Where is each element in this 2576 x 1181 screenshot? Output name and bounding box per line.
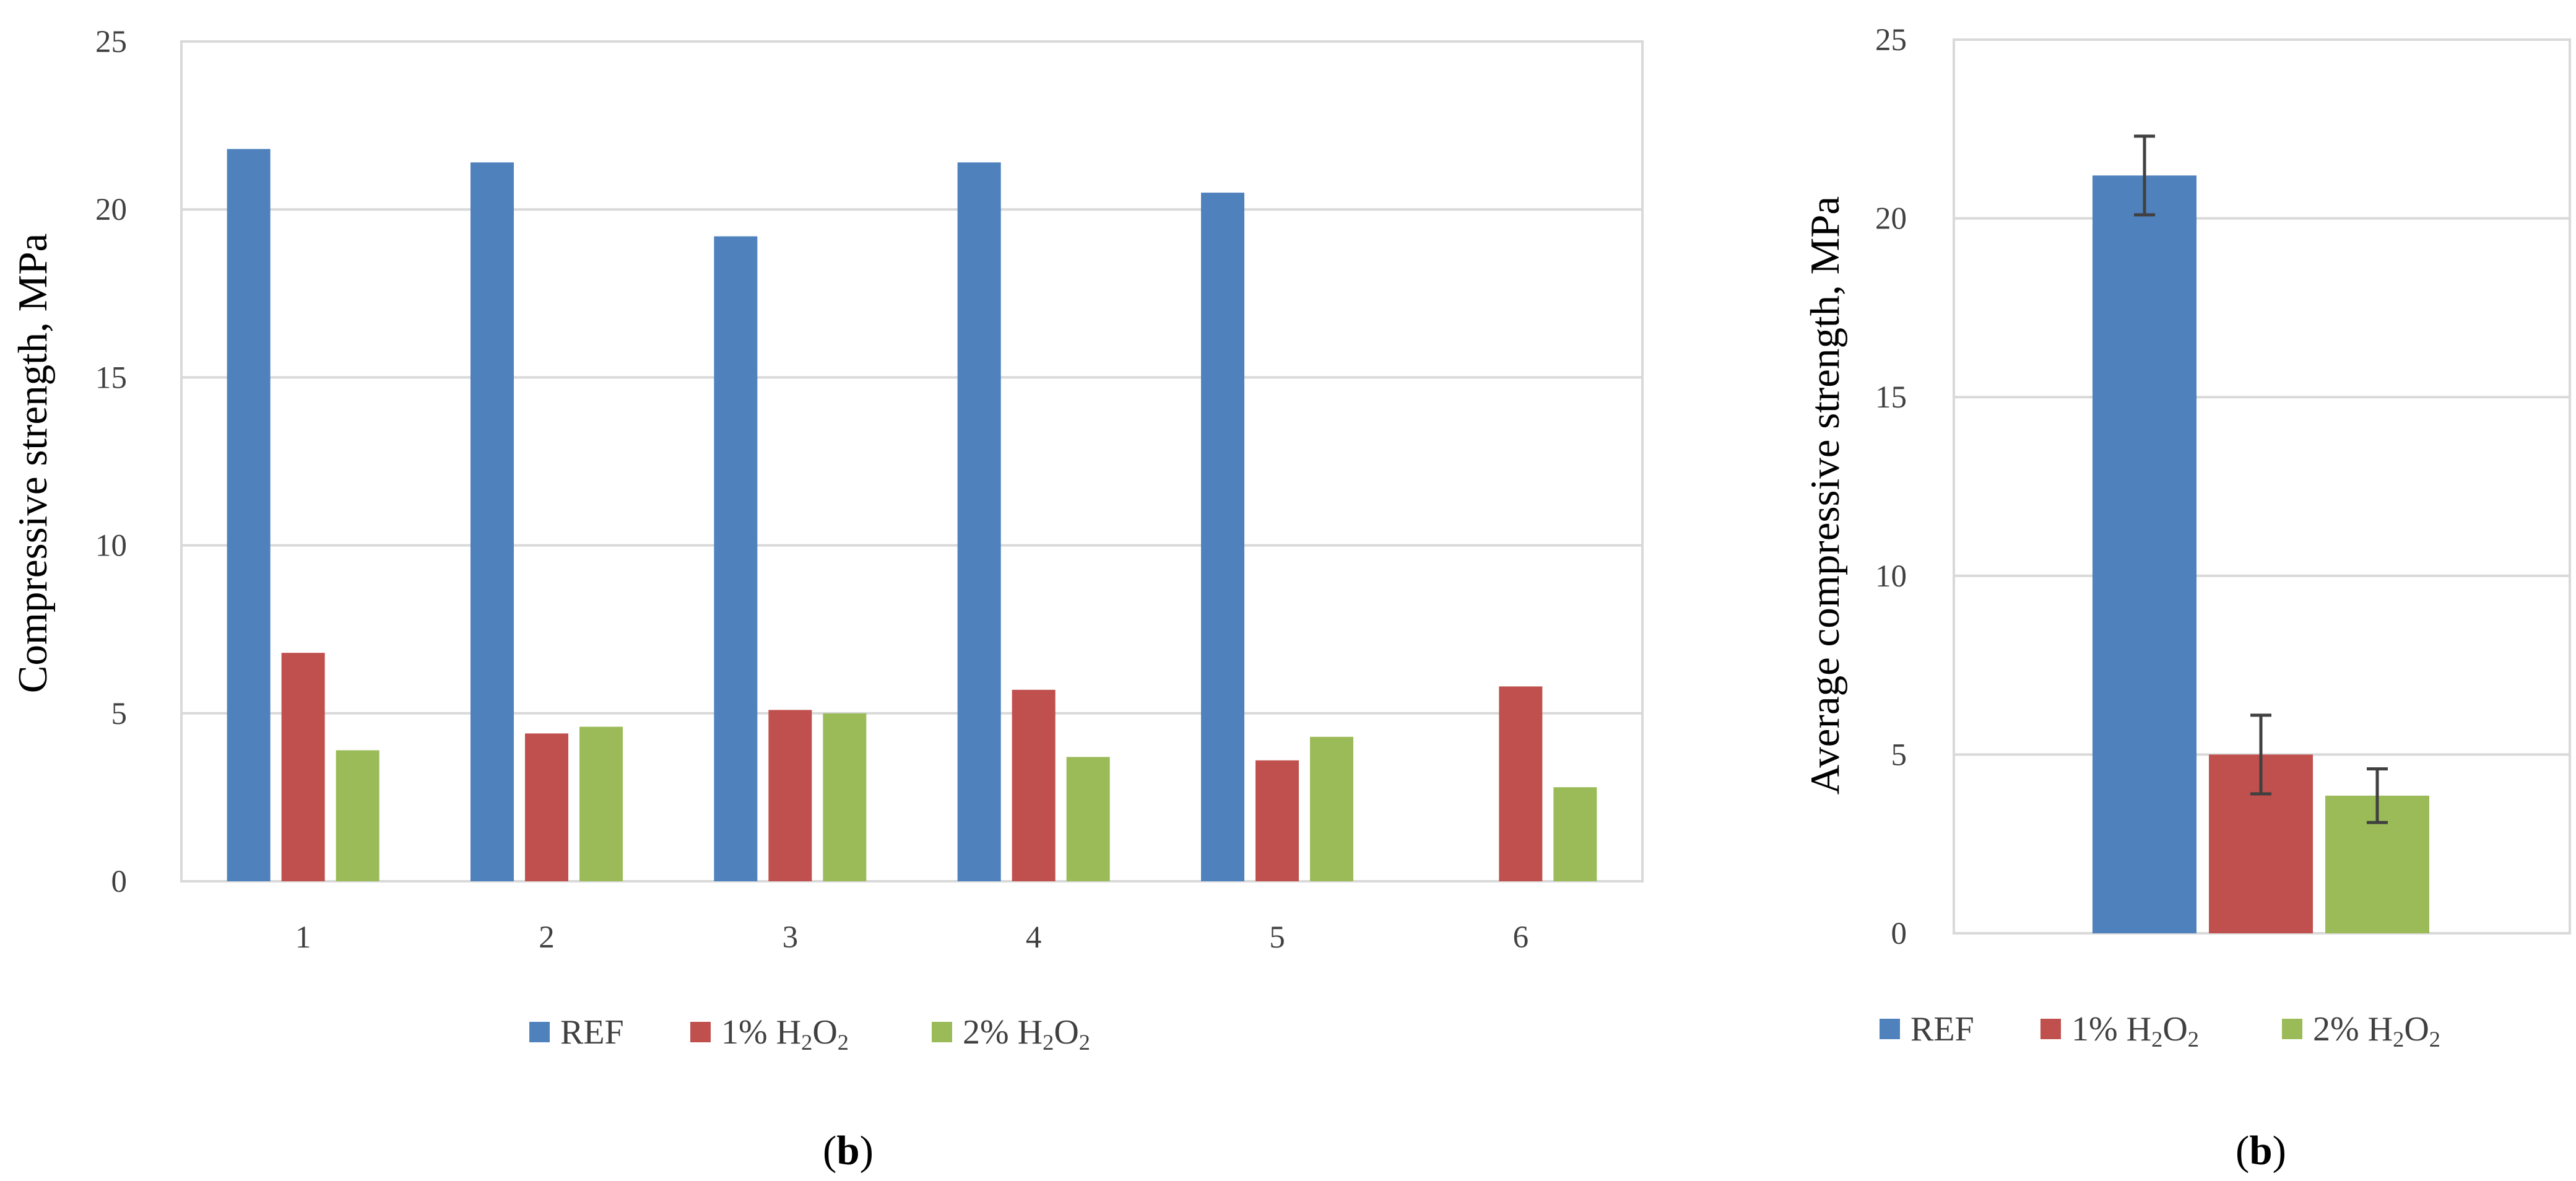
chart-b-panel-label: (b) [2236,1128,2286,1174]
x-tick-label: 3 [783,920,799,955]
x-tick-label: 2 [539,920,555,955]
legend-swatch [2040,1019,2061,1039]
bar-ref-4 [957,162,1001,881]
bar-1-h2o2-4 [1012,689,1056,881]
bar-ref-1 [227,149,271,881]
legend-label: 2% H2O2 [2313,1010,2440,1052]
chart-b-gridlines [1954,217,2570,756]
bar-ref-2 [471,162,514,881]
bar-2-h2o2-3 [823,713,867,881]
bar-2-h2o2-6 [1553,787,1597,881]
chart-b: 0 5 10 15 20 25 Average compressive strength,… [1802,23,2571,1174]
x-tick-label: 5 [1269,920,1285,955]
legend-label: REF [560,1013,624,1052]
legend-swatch [690,1022,711,1042]
chart-b-y-axis-title: Average compressive strength, MPa [1802,196,1848,795]
legend-swatch [2282,1019,2302,1039]
y-tick-label: 20 [1875,202,1907,237]
chart-a-panel-label: (b) [823,1128,874,1174]
y-tick-label: 25 [1875,23,1907,58]
y-tick-label: 10 [95,529,127,564]
bar-2-h2o2-1 [336,750,379,881]
bar-2-h2o2-4 [1066,757,1110,881]
bar-1-h2o2-3 [768,710,812,881]
chart-a-x-ticks: 1 2 3 4 5 6 [295,920,1529,955]
chart-a-y-ticks: 0 5 10 15 20 25 [95,25,127,899]
chart-a-bars [227,149,1597,882]
y-tick-label: 25 [95,25,127,59]
bar-1-h2o2-2 [525,733,568,881]
legend-label: 1% H2O2 [721,1013,849,1055]
chart-b-error-bars [2134,134,2388,824]
bar-ref-3 [714,236,758,881]
bar-ref [2092,175,2197,934]
x-tick-label: 1 [295,920,311,955]
chart-a-legend: REF 1% H2O2 2% H2O2 [529,1013,1090,1055]
legend-swatch [1880,1019,1900,1039]
bar-2-h2o2-5 [1310,736,1353,881]
bar-1-h2o2-6 [1499,686,1543,881]
bar-ref-5 [1201,193,1244,882]
bar-1-h2o2-5 [1255,760,1299,881]
y-tick-label: 5 [1891,738,1907,772]
chart-a-gridlines [181,208,1642,715]
y-tick-label: 0 [1891,917,1907,951]
chart-a-y-axis-title: Compressive strength, MPa [10,233,56,694]
chart-b-y-ticks: 0 5 10 15 20 25 [1875,23,1907,951]
x-tick-label: 4 [1026,920,1042,955]
y-tick-label: 20 [95,193,127,227]
y-tick-label: 15 [1875,380,1907,415]
legend-label: REF [1910,1010,1974,1048]
bar-1-h2o2-1 [281,653,325,881]
y-tick-label: 10 [1875,559,1907,594]
legend-swatch [932,1022,952,1042]
y-tick-label: 15 [95,360,127,395]
x-tick-label: 6 [1513,920,1529,955]
y-tick-label: 0 [111,865,128,899]
y-tick-label: 5 [111,697,128,731]
legend-label: 2% H2O2 [963,1013,1090,1055]
legend-swatch [529,1022,550,1042]
chart-a: 0 5 10 15 20 25 1 2 3 4 5 6 Compressive strength, … [10,25,1644,1174]
chart-b-legend: REF 1% H2O2 2% H2O2 [1880,1010,2440,1052]
bar-2-h2o2-2 [579,726,623,881]
chart-a-plot-border [180,40,1644,882]
legend-label: 1% H2O2 [2071,1010,2199,1052]
